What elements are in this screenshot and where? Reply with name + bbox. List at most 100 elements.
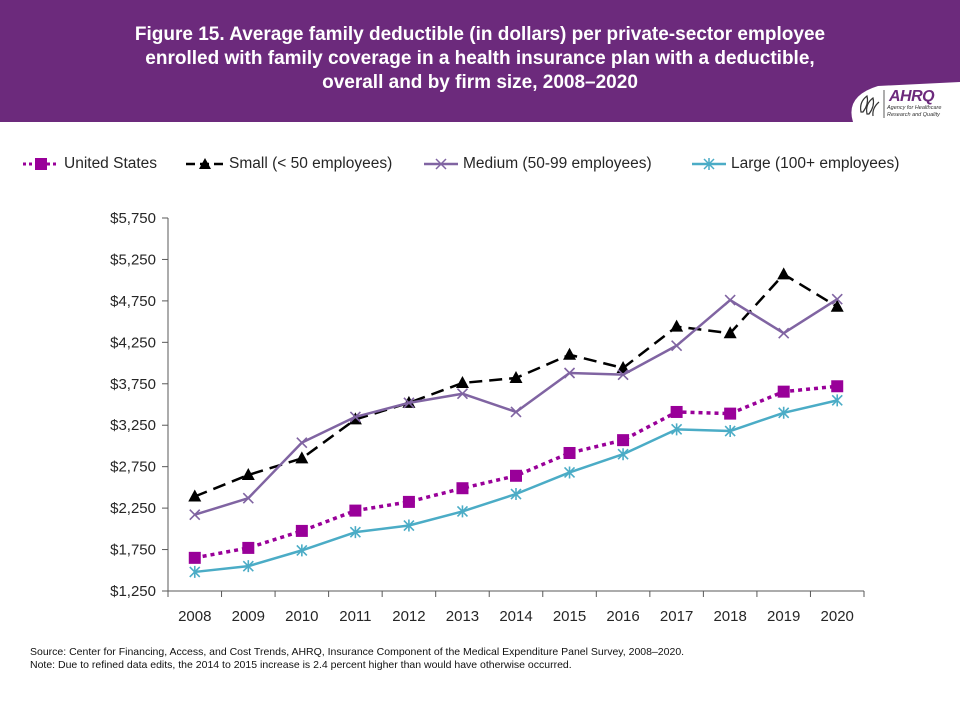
x-tick-label: 2013	[446, 608, 479, 625]
x-tick-label: 2012	[392, 608, 425, 625]
data-point-triangle	[188, 489, 202, 502]
data-point-square	[456, 482, 469, 495]
x-tick-label: 2014	[499, 608, 532, 625]
data-point-star	[296, 544, 308, 557]
data-point-star	[510, 488, 522, 501]
chart-plot-area: $1,250 $1,750 $2,250 $2,750 $3,250 $3,750 $4,2…	[110, 210, 865, 625]
x-tick-label: 2017	[660, 608, 693, 625]
data-point-star	[831, 394, 843, 407]
data-point-star	[403, 519, 415, 532]
data-point-x	[456, 388, 469, 400]
x-tick-label: 2016	[606, 608, 639, 625]
chart-legend: United States Small (< 50 employees) Med…	[22, 152, 942, 176]
y-tick-label: $5,750	[110, 210, 156, 227]
data-point-star	[671, 423, 683, 436]
chart-title: Figure 15. Average family deductible (in…	[134, 24, 826, 93]
data-point-x	[724, 294, 736, 306]
data-point-square	[831, 380, 844, 393]
data-point-square	[510, 469, 522, 482]
hhs-eagle-icon	[860, 94, 880, 117]
data-point-x	[831, 293, 843, 305]
ahrq-wordmark: AHRQ	[889, 88, 935, 106]
y-tick-label: $4,750	[110, 293, 156, 310]
x-tick-label: 2015	[553, 608, 586, 625]
data-point-star	[724, 425, 736, 438]
chart-footer: Source: Center for Financing, Access, an…	[30, 646, 930, 672]
legend-item-small: Small (< 50 employees)	[185, 152, 392, 176]
series-line-2	[194, 298, 838, 516]
data-point-x	[563, 367, 576, 379]
legend-swatch-triangle	[186, 158, 224, 169]
data-point-square	[617, 434, 630, 447]
data-point-square	[402, 495, 415, 508]
y-tick-label: $1,250	[110, 583, 156, 600]
data-point-star	[242, 560, 254, 573]
data-point-triangle	[616, 361, 630, 374]
data-point-x	[242, 492, 254, 504]
data-point-square	[724, 407, 737, 420]
data-point-triangle	[509, 370, 523, 383]
data-point-triangle	[455, 375, 469, 388]
data-point-square	[777, 385, 790, 398]
x-tick-label: 2010	[285, 608, 318, 625]
data-note: Note: Due to refined data edits, the 201…	[30, 659, 572, 671]
data-point-star	[778, 406, 790, 419]
data-point-triangle	[723, 326, 737, 339]
data-point-star	[456, 505, 469, 518]
data-point-square	[295, 524, 308, 537]
legend-label-large: Large (100+ employees)	[731, 155, 900, 172]
legend-swatch-star	[692, 158, 726, 170]
data-point-square	[563, 446, 576, 459]
y-tick-label: $5,250	[110, 251, 156, 268]
data-point-triangle	[348, 412, 362, 425]
logo-background	[851, 82, 960, 122]
y-tick-label: $3,750	[110, 376, 156, 393]
data-point-x	[349, 411, 361, 423]
data-point-triangle	[670, 319, 684, 332]
title-banner: Figure 15. Average family deductible (in…	[0, 0, 960, 122]
x-tick-label: 2008	[178, 608, 211, 625]
legend-item-medium: Medium (50-99 employees)	[423, 152, 652, 176]
data-point-triangle	[830, 299, 844, 312]
ahrq-logo-text: AHRQ	[889, 88, 935, 105]
data-point-x	[671, 340, 683, 352]
data-point-square	[188, 551, 201, 564]
data-point-star	[563, 466, 576, 479]
y-tick-label: $1,750	[110, 542, 156, 559]
data-point-star	[189, 565, 201, 578]
data-point-triangle	[241, 467, 255, 480]
legend-label-medium: Medium (50-99 employees)	[463, 155, 652, 172]
series-line-3	[194, 399, 838, 574]
data-point-square	[670, 405, 683, 418]
y-tick-label: $3,250	[110, 417, 156, 434]
y-tick-label: $4,250	[110, 334, 156, 351]
x-tick-label: 2019	[767, 608, 800, 625]
data-point-x	[778, 327, 790, 339]
data-point-x	[510, 406, 522, 418]
legend-item-united-states: United States	[22, 152, 157, 176]
ahrq-subtext: Agency for Healthcare Research and Quali…	[887, 105, 942, 118]
data-point-star	[617, 448, 629, 461]
legend-label-united-states: United States	[64, 155, 158, 172]
x-tick-label: 2009	[232, 608, 265, 625]
data-point-triangle	[295, 451, 309, 464]
data-point-star	[349, 526, 361, 539]
data-point-x	[296, 437, 308, 449]
y-tick-label: $2,250	[110, 500, 156, 517]
y-tick-label: $2,750	[110, 459, 156, 476]
source-note: Source: Center for Financing, Access, an…	[30, 646, 685, 658]
data-point-x	[189, 509, 201, 521]
ahrq-logo: AHRQ Agency for Healthcare Research and …	[823, 82, 960, 122]
data-point-triangle	[777, 267, 791, 280]
data-point-square	[349, 504, 362, 517]
x-tick-label: 2011	[339, 608, 371, 625]
legend-item-large: Large (100+ employees)	[691, 152, 899, 176]
legend-swatch-square	[23, 158, 59, 170]
legend-label-small: Small (< 50 employees)	[229, 155, 393, 172]
x-tick-label: 2018	[713, 608, 746, 625]
data-point-x	[403, 397, 415, 409]
data-point-x	[617, 369, 629, 381]
data-point-square	[242, 541, 255, 554]
data-point-triangle	[563, 347, 577, 360]
legend-swatch-x	[424, 158, 458, 170]
